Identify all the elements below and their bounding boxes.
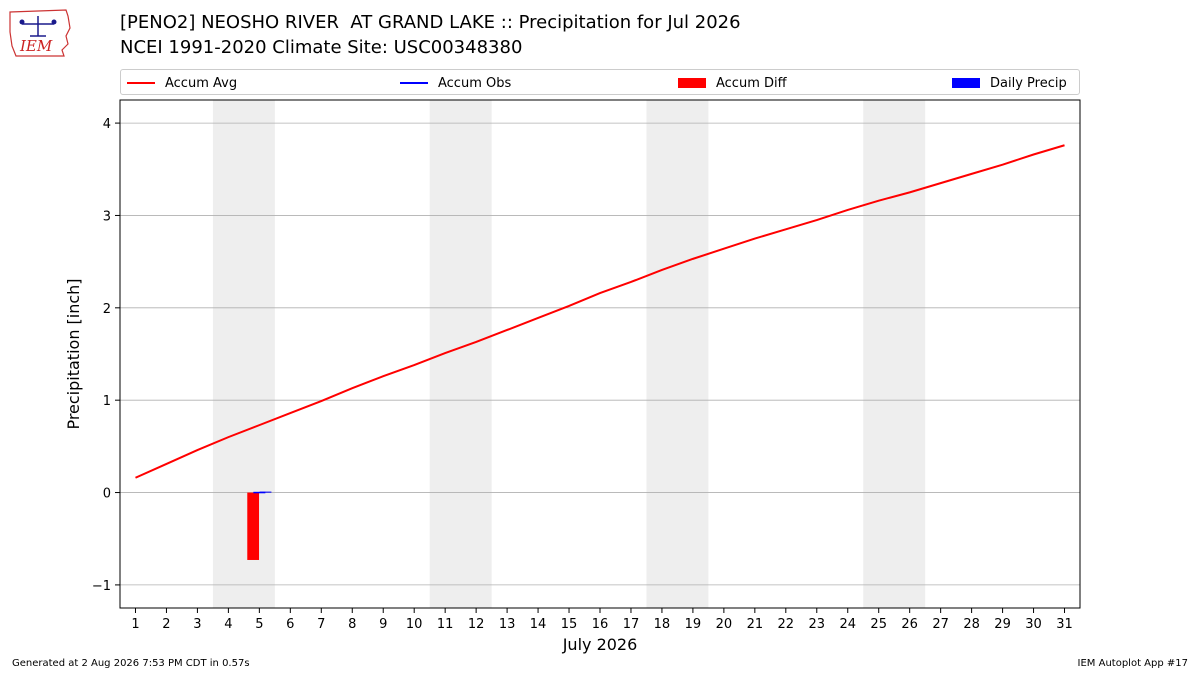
x-tick-label-2: 2: [162, 617, 170, 632]
legend-item-accum-avg: Accum Avg: [127, 74, 237, 92]
x-tick-label-18: 18: [654, 617, 671, 632]
y-axis-label: Precipitation [inch]: [64, 278, 83, 429]
x-tick-label-5: 5: [255, 617, 263, 632]
iem-logo: IEM: [9, 9, 71, 57]
generated-timestamp: Generated at 2 Aug 2026 7:53 PM CDT in 0…: [12, 658, 250, 669]
legend-item-accum-obs: Accum Obs: [400, 74, 511, 92]
weekend-band-1: [212, 100, 275, 608]
x-tick-label-4: 4: [224, 617, 232, 632]
legend-item-daily-precip: Daily Precip: [952, 74, 1067, 92]
x-tick-label-22: 22: [778, 617, 795, 632]
y-tick-label-4: 3: [103, 209, 111, 224]
bar-marks: [247, 491, 272, 560]
weekend-band-2: [429, 100, 492, 608]
x-tick-label-14: 14: [530, 617, 547, 632]
accum-avg-line: [135, 144, 1065, 479]
weekend-band-3: [646, 100, 709, 608]
x-tick-label-28: 28: [963, 617, 980, 632]
logo-text: IEM: [19, 37, 53, 55]
x-tick-label-16: 16: [592, 617, 609, 632]
x-tick-label-20: 20: [716, 617, 733, 632]
x-axis-label: July 2026: [562, 635, 638, 654]
x-tick-label-31: 31: [1056, 617, 1073, 632]
x-tick-label-6: 6: [286, 617, 294, 632]
weekend-band-4: [863, 100, 926, 608]
x-tick-label-8: 8: [348, 617, 356, 632]
x-tick-label-17: 17: [623, 617, 640, 632]
x-tick-label-9: 9: [379, 617, 387, 632]
x-tick-label-27: 27: [932, 617, 949, 632]
y-tick-label-5: 4: [103, 117, 111, 132]
iowa-state-outline: [9, 9, 71, 57]
x-tick-label-12: 12: [468, 617, 485, 632]
tick-marks: 1 2 3 4 5 6 7 8 9 10 11 12 13 14 15 16 17 18 19 20 21 22 23 24 2…: [92, 117, 1073, 632]
line-marks: [135, 144, 1065, 494]
weekend-bands: [212, 100, 926, 608]
x-tick-label-29: 29: [994, 617, 1011, 632]
x-tick-label-25: 25: [870, 617, 887, 632]
x-tick-label-21: 21: [747, 617, 764, 632]
anemometer-cup-right: [51, 19, 57, 25]
x-tick-label-13: 13: [499, 617, 516, 632]
y-tick-label-1: 0: [103, 487, 111, 502]
x-tick-label-10: 10: [406, 617, 423, 632]
x-tick-label-1: 1: [131, 617, 139, 632]
x-tick-label-11: 11: [437, 617, 454, 632]
x-tick-label-7: 7: [317, 617, 325, 632]
legend-swatch-accum-diff: [678, 78, 706, 88]
legend-label-daily-precip: Daily Precip: [990, 75, 1067, 91]
chart-legend: Accum Avg Accum Obs Accum Diff Daily Pre…: [120, 69, 1080, 95]
legend-swatch-daily-precip: [952, 78, 980, 88]
chart-subtitle: NCEI 1991-2020 Climate Site: USC00348380: [120, 37, 523, 58]
x-tick-label-24: 24: [839, 617, 856, 632]
x-tick-label-15: 15: [561, 617, 578, 632]
y-tick-label-2: 1: [103, 394, 111, 409]
legend-label-accum-diff: Accum Diff: [716, 75, 787, 91]
x-tick-label-19: 19: [685, 617, 702, 632]
app-credit: IEM Autoplot App #17: [1077, 658, 1188, 669]
legend-swatch-accum-avg: [127, 82, 155, 84]
y-tick-label-3: 2: [103, 302, 111, 317]
grid-lines: [120, 122, 1080, 586]
x-tick-label-23: 23: [809, 617, 826, 632]
legend-label-accum-avg: Accum Avg: [165, 75, 238, 91]
x-tick-label-30: 30: [1025, 617, 1042, 632]
chart-title: [PENO2] NEOSHO RIVER AT GRAND LAKE :: Pr…: [120, 12, 741, 33]
accum-diff-bar-1: [247, 492, 260, 560]
x-tick-label-26: 26: [901, 617, 918, 632]
legend-item-accum-diff: Accum Diff: [678, 74, 787, 92]
y-tick-label-0: −1: [92, 579, 111, 594]
legend-label-accum-obs: Accum Obs: [438, 75, 512, 91]
legend-swatch-accum-obs: [400, 82, 428, 84]
x-tick-label-3: 3: [193, 617, 201, 632]
anemometer-cup-left: [19, 19, 25, 25]
daily-precip-bar-1: [259, 491, 272, 493]
